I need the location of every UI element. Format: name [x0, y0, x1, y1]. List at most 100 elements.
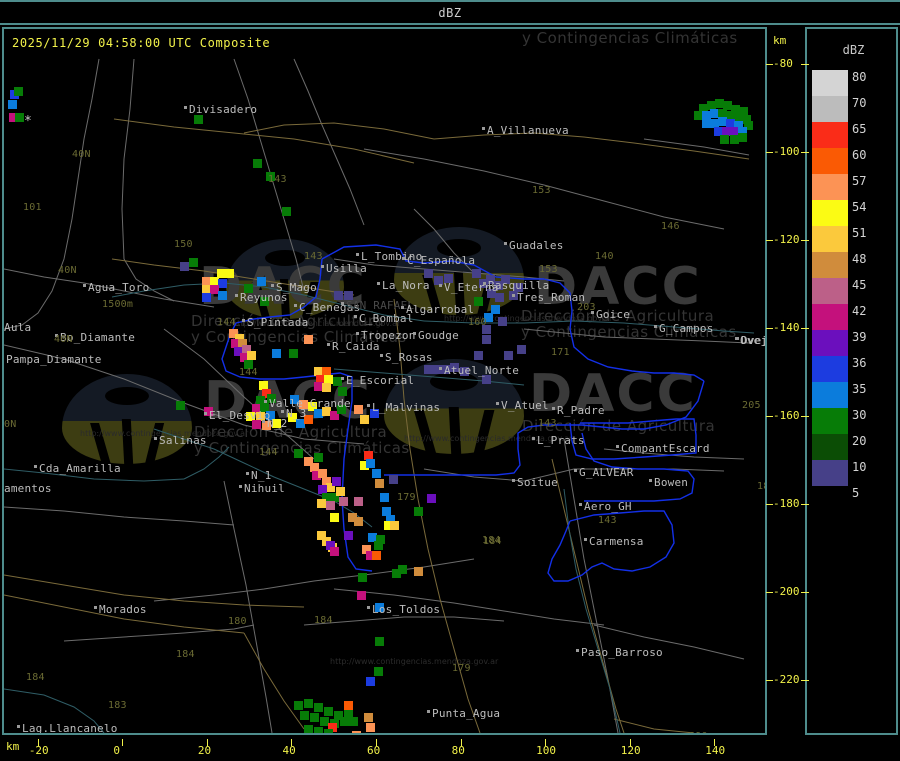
- route-label: 171: [551, 347, 570, 358]
- radar-echo-cell: [266, 411, 275, 420]
- place-marker: [504, 242, 507, 245]
- place-marker: [327, 343, 330, 346]
- radar-echo-cell: [326, 483, 335, 492]
- place-marker: [377, 282, 380, 285]
- colorbar-swatch[interactable]: [812, 148, 848, 174]
- colorbar-swatch[interactable]: [812, 252, 848, 278]
- x-axis-tick: [460, 739, 462, 746]
- colorbar-swatch[interactable]: [812, 460, 848, 486]
- radar-echo-cell: [235, 334, 244, 343]
- place-marker: [413, 332, 416, 335]
- place-marker: [427, 710, 430, 713]
- place-label: Morados: [99, 603, 147, 616]
- place-marker: [34, 465, 37, 468]
- radar-echo-cell: [366, 459, 375, 468]
- place-label: Lag.Llancanelo: [22, 722, 118, 733]
- place-label: E_Escorial: [346, 374, 415, 387]
- colorbar-swatch[interactable]: [812, 122, 848, 148]
- radar-echo-cell: [366, 677, 375, 686]
- radar-echo-cell: [266, 172, 275, 181]
- radar-echo-cell: [382, 507, 391, 516]
- colorbar-swatch[interactable]: [812, 226, 848, 252]
- place-label: Oveja: [740, 334, 765, 347]
- radar-echo-cell: [352, 731, 361, 733]
- place-label: Aula: [4, 321, 32, 334]
- y-axis-tick: [766, 680, 773, 682]
- radar-echo-cell: [322, 477, 331, 486]
- radar-echo-cell: [389, 475, 398, 484]
- route-label: 153: [539, 264, 558, 275]
- place-label: N_1: [251, 469, 272, 482]
- place-label: Tres_Roman: [517, 291, 586, 304]
- radar-echo-cell: [324, 707, 333, 716]
- place-label: Agua_Toro: [88, 281, 150, 294]
- colorbar-swatch[interactable]: [812, 174, 848, 200]
- radar-echo-cell: [314, 453, 323, 462]
- y-axis-tick-label: -220: [773, 673, 800, 687]
- radar-plot-area[interactable]: DACC DACC DACC DACC Dirección de Agricul…: [4, 29, 765, 733]
- y-axis-tick: [766, 504, 773, 506]
- x-axis-tick: [545, 739, 547, 746]
- colorbar-swatches[interactable]: [812, 70, 848, 486]
- radar-echo-cell: [482, 325, 491, 334]
- colorbar-swatch[interactable]: [812, 382, 848, 408]
- radar-echo-cell: [322, 383, 331, 392]
- y-axis-tick: [766, 240, 773, 242]
- radar-echo-cell: [330, 547, 339, 556]
- radar-echo-cell: [742, 115, 751, 124]
- route-label: 143: [268, 174, 287, 185]
- place-label: G_ALVEAR: [579, 466, 634, 479]
- radar-echo-cell: [314, 382, 323, 391]
- place-marker: [482, 127, 485, 130]
- radar-echo-cell: [312, 471, 321, 480]
- place-label: amentos: [4, 482, 52, 495]
- radar-echo-cell: [376, 535, 385, 544]
- colorbar-swatch[interactable]: [812, 96, 848, 122]
- x-axis-tick: [37, 739, 39, 746]
- radar-echo-cell: [372, 469, 381, 478]
- place-label: C_Bombal: [359, 312, 414, 325]
- colorbar-swatch[interactable]: [812, 70, 848, 96]
- y-axis-tick-outer: [801, 504, 809, 506]
- colorbar-panel: dBZ 80 70 65 60 57 54 51 48 45 42 39 36 35 30 20 10 5: [805, 27, 898, 735]
- radar-echo-cell: [386, 515, 395, 524]
- radar-echo-cell: [366, 723, 375, 732]
- colorbar-swatch[interactable]: [812, 278, 848, 304]
- route-label: 190: [689, 731, 708, 733]
- colorbar-tick-label: 10: [852, 460, 867, 474]
- radar-echo-cell: [218, 291, 227, 300]
- colorbar-swatch[interactable]: [812, 434, 848, 460]
- place-marker: [235, 294, 238, 297]
- colorbar-swatch[interactable]: [812, 304, 848, 330]
- radar-echo-cell: [326, 541, 335, 550]
- radar-site-marker: *: [24, 114, 32, 129]
- y-axis-tick-label: -200: [773, 585, 800, 599]
- radar-echo-cell: [316, 375, 325, 384]
- radar-echo-cell: [354, 517, 363, 526]
- colorbar-swatch[interactable]: [812, 200, 848, 226]
- colorbar-swatch[interactable]: [812, 356, 848, 382]
- route-label: 144: [217, 317, 236, 328]
- place-label: Aero_GH: [584, 500, 632, 513]
- y-axis-tick-label: -80: [773, 57, 793, 71]
- radar-echo-cell: [259, 381, 268, 390]
- radar-echo-cell: [210, 277, 219, 286]
- place-label: Salinas: [159, 434, 207, 447]
- place-marker: [439, 367, 442, 370]
- place-label-layer: Divisadero A_Villanueva Guadales Agua_Toro R…: [4, 29, 765, 733]
- colorbar-swatch[interactable]: [812, 408, 848, 434]
- radar-echo-cell: [357, 591, 366, 600]
- place-marker: [591, 311, 594, 314]
- colorbar-tick-label: 45: [852, 278, 867, 292]
- radar-echo-cell: [304, 457, 313, 466]
- route-label: 40N: [72, 149, 91, 160]
- colorbar-swatch[interactable]: [812, 330, 848, 356]
- x-axis-tick-label: 60: [367, 744, 381, 757]
- y-axis-tick-outer: [801, 152, 809, 154]
- radar-echo-cell: [364, 451, 373, 460]
- y-axis-tick: [766, 592, 773, 594]
- place-label: L_Malvinas: [372, 401, 441, 414]
- radar-echo-cell: [272, 349, 281, 358]
- radar-echo-cell: [322, 407, 331, 416]
- route-label: 101: [23, 202, 42, 213]
